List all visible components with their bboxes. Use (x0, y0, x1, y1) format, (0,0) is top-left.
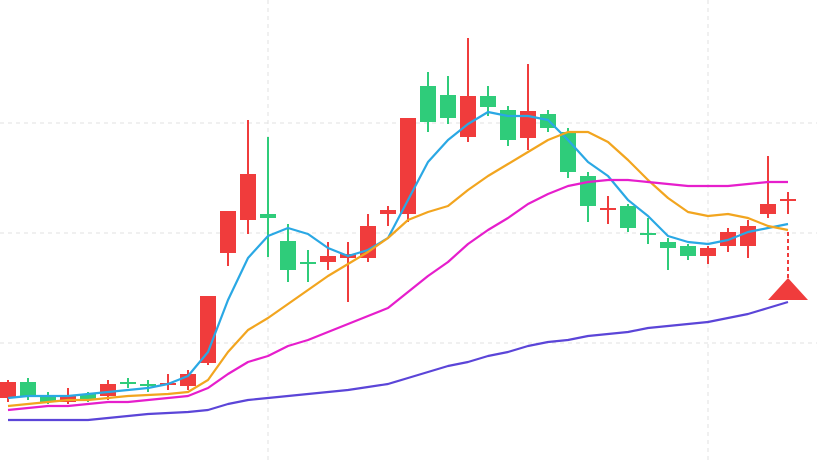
candle-body (320, 256, 336, 262)
candle-body (120, 382, 136, 384)
candles (0, 38, 796, 404)
candle-body (700, 248, 716, 256)
ma-line (8, 300, 789, 422)
candle-body (140, 384, 156, 386)
candle-body (40, 395, 56, 402)
signal-marker (768, 278, 808, 300)
candle-body (560, 132, 576, 172)
candle-body (460, 96, 476, 137)
candle-body (680, 246, 696, 256)
candle-body (240, 174, 256, 220)
candle-body (300, 262, 316, 264)
candle-body (80, 394, 96, 400)
candle-body (780, 199, 796, 201)
candle-body (100, 384, 116, 396)
candle-body (200, 296, 216, 363)
candle-body (220, 211, 236, 253)
candle-body (740, 226, 756, 246)
candle-body (440, 95, 456, 118)
candle-body (380, 210, 396, 214)
moving-averages (7, 110, 789, 422)
candle-body (20, 382, 36, 396)
candle-body (600, 208, 616, 210)
candle-body (660, 242, 676, 248)
candle-body (480, 96, 496, 107)
ma-line (7, 178, 788, 412)
candle-body (400, 118, 416, 214)
candle-body (60, 395, 76, 402)
candle-body (280, 241, 296, 270)
candle-body (500, 110, 516, 140)
candle-body (640, 233, 656, 235)
candle-body (760, 204, 776, 214)
candle-body (0, 382, 16, 398)
candle-body (620, 206, 636, 228)
candle-body (420, 86, 436, 122)
ma-line (7, 130, 789, 408)
candle-body (260, 214, 276, 218)
ma-line (7, 110, 789, 400)
